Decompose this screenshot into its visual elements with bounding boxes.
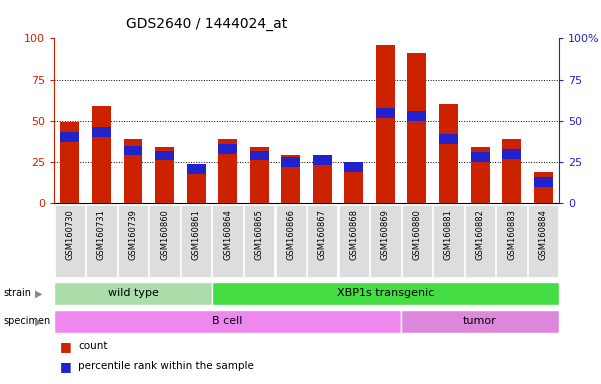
Bar <box>218 144 237 154</box>
FancyBboxPatch shape <box>244 205 274 277</box>
Bar <box>250 151 269 161</box>
FancyBboxPatch shape <box>213 205 243 277</box>
Text: GSM160865: GSM160865 <box>255 209 264 260</box>
Text: B cell: B cell <box>212 316 243 326</box>
Text: ▶: ▶ <box>35 316 42 326</box>
FancyBboxPatch shape <box>496 205 526 277</box>
Bar <box>60 122 79 203</box>
Bar <box>407 111 427 121</box>
FancyBboxPatch shape <box>276 205 306 277</box>
Text: ■: ■ <box>60 360 72 373</box>
Text: GSM160739: GSM160739 <box>129 209 138 260</box>
Bar <box>250 147 269 203</box>
Bar <box>344 164 363 203</box>
Text: GDS2640 / 1444024_at: GDS2640 / 1444024_at <box>126 18 287 31</box>
FancyBboxPatch shape <box>55 205 85 277</box>
Bar <box>92 106 111 203</box>
Text: GSM160880: GSM160880 <box>412 209 421 260</box>
Bar <box>471 147 489 203</box>
FancyBboxPatch shape <box>370 205 400 277</box>
Text: count: count <box>78 341 108 351</box>
Text: GSM160884: GSM160884 <box>538 209 548 260</box>
Bar <box>60 132 79 142</box>
Bar <box>124 139 142 203</box>
Text: XBP1s transgenic: XBP1s transgenic <box>337 288 434 298</box>
Bar <box>124 146 142 156</box>
Text: GSM160882: GSM160882 <box>475 209 484 260</box>
Bar <box>344 162 363 172</box>
Text: GSM160867: GSM160867 <box>318 209 327 260</box>
Bar <box>439 134 458 144</box>
Bar <box>186 169 206 203</box>
Text: tumor: tumor <box>463 316 497 326</box>
Bar <box>313 161 332 203</box>
FancyBboxPatch shape <box>118 205 148 277</box>
Text: GSM160883: GSM160883 <box>507 209 516 260</box>
Bar <box>155 147 174 203</box>
FancyBboxPatch shape <box>87 205 117 277</box>
FancyBboxPatch shape <box>150 205 180 277</box>
Bar <box>155 151 174 161</box>
Text: GSM160869: GSM160869 <box>381 209 390 260</box>
Bar <box>281 156 300 203</box>
Text: GSM160881: GSM160881 <box>444 209 453 260</box>
Text: GSM160868: GSM160868 <box>349 209 358 260</box>
Text: percentile rank within the sample: percentile rank within the sample <box>78 361 254 371</box>
Text: ▶: ▶ <box>35 288 42 298</box>
Text: GSM160730: GSM160730 <box>66 209 75 260</box>
Bar <box>502 149 521 159</box>
FancyBboxPatch shape <box>181 205 211 277</box>
Bar <box>407 53 427 203</box>
Bar <box>534 177 553 187</box>
Text: wild type: wild type <box>108 288 159 298</box>
Bar <box>439 104 458 203</box>
Bar <box>471 152 489 162</box>
Bar <box>281 157 300 167</box>
Bar <box>376 108 395 118</box>
Text: GSM160731: GSM160731 <box>97 209 106 260</box>
Bar <box>92 127 111 137</box>
FancyBboxPatch shape <box>339 205 369 277</box>
FancyBboxPatch shape <box>212 281 559 305</box>
FancyBboxPatch shape <box>401 310 559 333</box>
Bar <box>376 45 395 203</box>
Bar <box>502 139 521 203</box>
FancyBboxPatch shape <box>54 310 401 333</box>
Text: strain: strain <box>3 288 31 298</box>
FancyBboxPatch shape <box>528 205 558 277</box>
Text: ■: ■ <box>60 340 72 353</box>
Text: specimen: specimen <box>3 316 50 326</box>
FancyBboxPatch shape <box>402 205 432 277</box>
Text: GSM160866: GSM160866 <box>286 209 295 260</box>
FancyBboxPatch shape <box>433 205 463 277</box>
Text: GSM160860: GSM160860 <box>160 209 169 260</box>
Text: GSM160864: GSM160864 <box>223 209 232 260</box>
Bar <box>218 139 237 203</box>
FancyBboxPatch shape <box>54 281 212 305</box>
Bar <box>534 172 553 203</box>
Bar <box>186 164 206 174</box>
Bar <box>313 156 332 166</box>
FancyBboxPatch shape <box>465 205 495 277</box>
FancyBboxPatch shape <box>307 205 337 277</box>
Text: GSM160861: GSM160861 <box>192 209 201 260</box>
